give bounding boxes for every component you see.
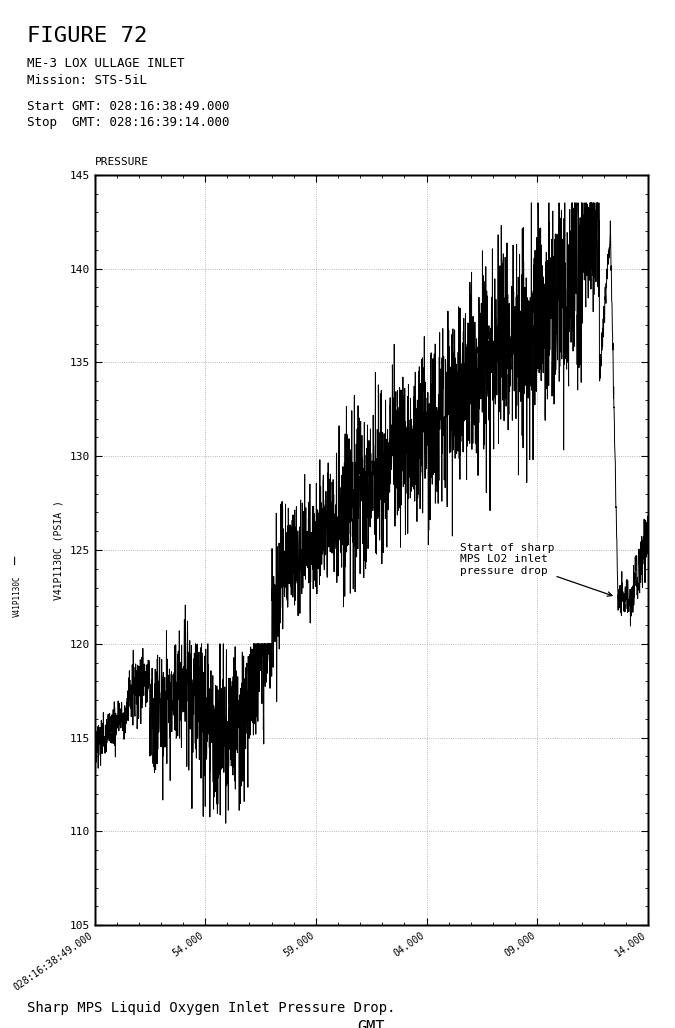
Text: PRESSURE: PRESSURE — [95, 157, 148, 168]
Text: ME-3 LOX ULLAGE INLET: ME-3 LOX ULLAGE INLET — [27, 57, 184, 70]
Text: Start of sharp
MPS LO2 inlet
pressure drop: Start of sharp MPS LO2 inlet pressure dr… — [460, 543, 612, 596]
Text: Start GMT: 028:16:38:49.000: Start GMT: 028:16:38:49.000 — [27, 100, 230, 113]
Text: Mission: STS-5iL: Mission: STS-5iL — [27, 74, 147, 87]
Text: Stop  GMT: 028:16:39:14.000: Stop GMT: 028:16:39:14.000 — [27, 116, 230, 130]
Text: V41P1130C: V41P1130C — [12, 576, 22, 617]
X-axis label: GMT: GMT — [358, 1020, 385, 1028]
Text: —: — — [10, 556, 24, 564]
Text: FIGURE 72: FIGURE 72 — [27, 26, 147, 45]
Text: Sharp MPS Liquid Oxygen Inlet Pressure Drop.: Sharp MPS Liquid Oxygen Inlet Pressure D… — [27, 1000, 396, 1015]
Y-axis label: V41P1130C (PSIA ): V41P1130C (PSIA ) — [54, 500, 64, 600]
